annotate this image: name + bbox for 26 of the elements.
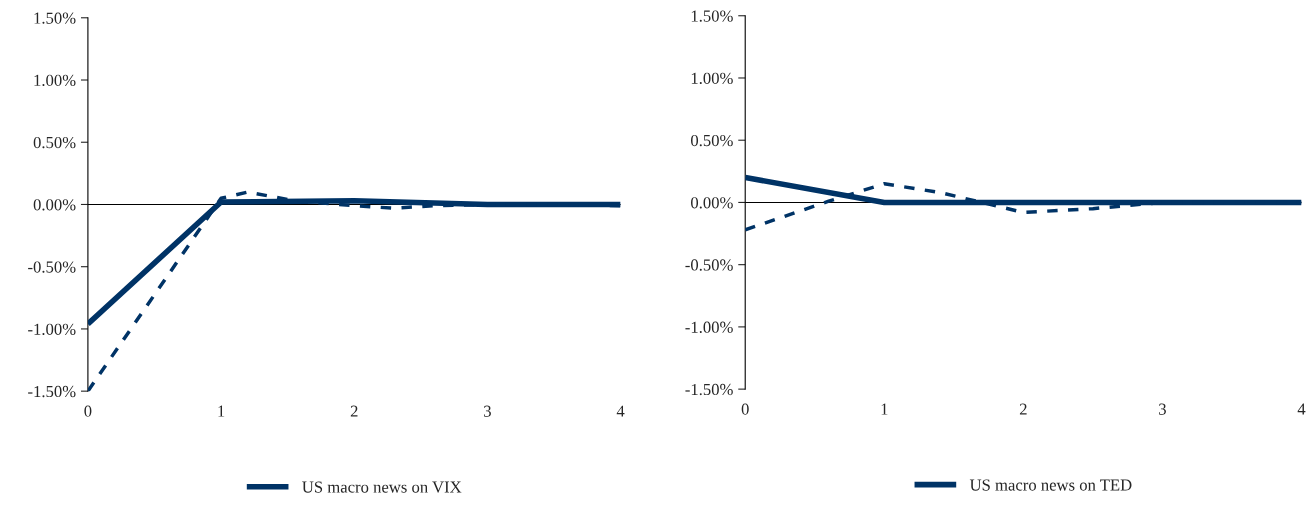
x-tick-label: 2 — [350, 405, 358, 417]
y-tick-label: 1.50% — [691, 10, 733, 22]
x-tick-label: 1 — [881, 403, 888, 415]
y-tick-label: -1.00% — [685, 321, 733, 333]
y-tick-label: 0.50% — [691, 134, 733, 147]
y-tick-label: 0.50% — [33, 136, 76, 149]
y-tick-label: -1.00% — [28, 323, 76, 335]
x-tick-label: 0 — [84, 405, 92, 417]
y-tick-label: 1.50% — [34, 12, 76, 24]
x-tick-label: 0 — [741, 403, 749, 415]
x-tick-label: 2 — [1019, 403, 1027, 415]
y-tick-label: -0.50% — [28, 261, 76, 273]
y-tick-label: -1.50% — [685, 383, 733, 396]
x-tick-label: 1 — [218, 405, 225, 417]
x-tick-label: 3 — [484, 405, 491, 417]
legend-label: US macro news on TED — [969, 479, 1132, 491]
x-tick-label: 4 — [616, 405, 625, 417]
x-tick-label: 3 — [1159, 403, 1166, 415]
y-tick-label: 0.00% — [33, 199, 76, 211]
y-tick-label: 0.00% — [691, 197, 733, 209]
y-tick-label: 1.00% — [34, 74, 76, 87]
y-tick-label: 1.00% — [691, 72, 733, 84]
y-tick-label: -0.50% — [685, 259, 733, 271]
y-tick-label: -1.50% — [28, 385, 76, 398]
x-tick-label: 4 — [1297, 403, 1306, 415]
legend-label: US macro news on VIX — [302, 481, 462, 493]
